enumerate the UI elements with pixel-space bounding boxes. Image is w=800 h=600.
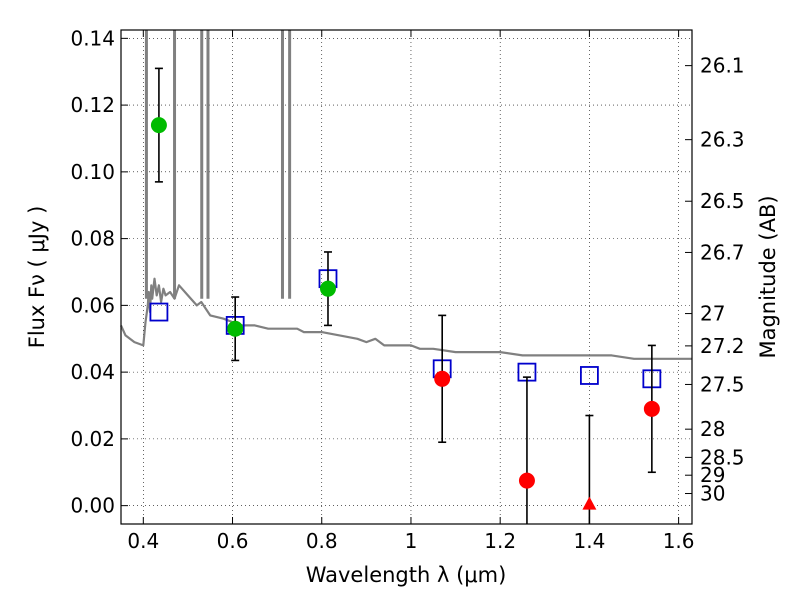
- model-photometry-square: [149, 302, 169, 322]
- y-tick-label: 0.02: [70, 427, 115, 451]
- y-tick-label: 0.00: [70, 494, 115, 518]
- axis-ticks: 0.4 0.6 0.8 1 1.2 1.4 1.6 0.00 0.02 0.04 0.06 0.08 0…: [70, 26, 744, 553]
- x-tick-label: 0.6: [217, 529, 249, 553]
- mag-tick-label: 27.2: [700, 334, 745, 358]
- model-photometry-square: [579, 366, 599, 385]
- mag-tick-label: 26.5: [700, 189, 745, 213]
- flux-measurement-point: [150, 117, 167, 134]
- flux-measurement-point: [227, 320, 244, 337]
- mag-tick-label: 29: [700, 463, 725, 487]
- flux-measurement-point: [434, 370, 451, 387]
- mag-tick-label: 28.5: [700, 445, 745, 469]
- mag-tick-label: 26.1: [700, 54, 745, 78]
- x-tick-label: 0.8: [306, 529, 338, 553]
- model-sed-line: [119, 277, 692, 360]
- y-axis-label: Flux Fν ( μJy ): [25, 206, 49, 349]
- flux-measurement-point: [518, 472, 535, 489]
- y-tick-label: 0.08: [70, 227, 115, 251]
- plot-frame: [120, 29, 693, 525]
- flux-measurement-point: [319, 280, 336, 297]
- x-tick-label: 1.4: [573, 529, 605, 553]
- y-tick-label: 0.10: [70, 160, 115, 184]
- flux-measurement-point: [643, 400, 660, 417]
- mag-tick-label: 28: [700, 417, 725, 441]
- x-axis-label: Wavelength λ (μm): [306, 563, 507, 587]
- y-tick-label: 0.06: [70, 293, 115, 317]
- y-axis-label-right: Magnitude (AB): [756, 195, 780, 358]
- y-tick-label: 0.04: [70, 360, 115, 384]
- x-tick-label: 1.6: [663, 529, 695, 553]
- mag-tick-label: 26.7: [700, 240, 745, 264]
- mag-tick-label: 30: [700, 482, 725, 506]
- mag-tick-label: 26.3: [700, 128, 745, 152]
- x-tick-label: 0.4: [127, 529, 159, 553]
- y-tick-label: 0.14: [70, 26, 115, 50]
- y-tick-label: 0.12: [70, 93, 115, 117]
- mag-tick-label: 27.5: [700, 372, 745, 396]
- x-tick-label: 1: [405, 529, 418, 553]
- series-layer: [119, 30, 692, 524]
- mag-tick-label: 27: [700, 302, 725, 326]
- upper-limit-marker: [582, 496, 597, 510]
- x-tick-label: 1.2: [484, 529, 516, 553]
